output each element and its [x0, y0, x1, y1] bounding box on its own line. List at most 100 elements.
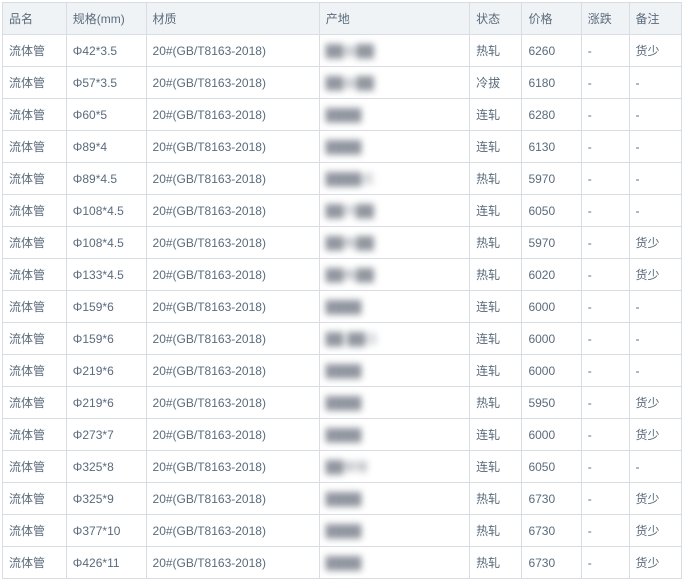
cell-name: 流体管: [3, 99, 67, 131]
cell-state: 连轧: [470, 323, 522, 355]
table-row: 流体管Φ108*4.520#(GB/T8163-2018)██冈██连轧6050…: [3, 195, 682, 227]
cell-origin: ████: [319, 291, 469, 323]
table-row: 流体管Φ89*4.520#(GB/T8163-2018)████式热轧5970-…: [3, 163, 682, 195]
cell-origin: ████: [319, 387, 469, 419]
cell-origin: ██金██: [319, 67, 469, 99]
cell-price: 6000: [522, 323, 581, 355]
cell-spec: Φ60*5: [66, 99, 146, 131]
cell-state: 热轧: [470, 163, 522, 195]
cell-state: 冷拔: [470, 67, 522, 99]
cell-remark: 货少: [629, 227, 681, 259]
cell-origin: ████: [319, 131, 469, 163]
cell-price: 6130: [522, 131, 581, 163]
cell-remark: -: [629, 195, 681, 227]
cell-material: 20#(GB/T8163-2018): [146, 131, 319, 163]
cell-state: 热轧: [470, 227, 522, 259]
cell-state: 连轧: [470, 451, 522, 483]
cell-state: 连轧: [470, 419, 522, 451]
cell-price: 5970: [522, 227, 581, 259]
cell-origin: ████: [319, 355, 469, 387]
col-header-material: 材质: [146, 3, 319, 35]
cell-spec: Φ325*9: [66, 483, 146, 515]
cell-origin: ██金██: [319, 35, 469, 67]
cell-spec: Φ426*11: [66, 547, 146, 579]
cell-name: 流体管: [3, 387, 67, 419]
cell-spec: Φ108*4.5: [66, 195, 146, 227]
table-row: 流体管Φ426*1120#(GB/T8163-2018)████热轧6730-货…: [3, 547, 682, 579]
cell-origin: ████: [319, 483, 469, 515]
cell-spec: Φ133*4.5: [66, 259, 146, 291]
cell-material: 20#(GB/T8163-2018): [146, 227, 319, 259]
cell-price: 6260: [522, 35, 581, 67]
cell-remark: -: [629, 291, 681, 323]
cell-remark: 货少: [629, 35, 681, 67]
cell-trend: -: [581, 323, 629, 355]
cell-trend: -: [581, 163, 629, 195]
cell-price: 6180: [522, 67, 581, 99]
cell-price: 6000: [522, 419, 581, 451]
cell-state: 连轧: [470, 195, 522, 227]
cell-material: 20#(GB/T8163-2018): [146, 547, 319, 579]
cell-state: 连轧: [470, 291, 522, 323]
cell-origin: ██钢管: [319, 451, 469, 483]
col-header-spec: 规格(mm): [66, 3, 146, 35]
cell-remark: 货少: [629, 387, 681, 419]
cell-material: 20#(GB/T8163-2018): [146, 419, 319, 451]
cell-remark: 货少: [629, 419, 681, 451]
cell-spec: Φ57*3.5: [66, 67, 146, 99]
cell-name: 流体管: [3, 483, 67, 515]
cell-spec: Φ325*8: [66, 451, 146, 483]
cell-name: 流体管: [3, 323, 67, 355]
cell-remark: 货少: [629, 547, 681, 579]
cell-material: 20#(GB/T8163-2018): [146, 323, 319, 355]
cell-origin: ██ ██日: [319, 323, 469, 355]
cell-name: 流体管: [3, 131, 67, 163]
cell-spec: Φ159*6: [66, 323, 146, 355]
cell-price: 6020: [522, 259, 581, 291]
cell-material: 20#(GB/T8163-2018): [146, 163, 319, 195]
cell-spec: Φ219*6: [66, 355, 146, 387]
table-row: 流体管Φ325*920#(GB/T8163-2018)████热轧6730-货少: [3, 483, 682, 515]
cell-name: 流体管: [3, 163, 67, 195]
col-header-origin: 产地: [319, 3, 469, 35]
cell-remark: -: [629, 131, 681, 163]
cell-trend: -: [581, 259, 629, 291]
cell-price: 6050: [522, 195, 581, 227]
cell-trend: -: [581, 483, 629, 515]
col-header-remark: 备注: [629, 3, 681, 35]
cell-state: 连轧: [470, 355, 522, 387]
cell-name: 流体管: [3, 195, 67, 227]
cell-price: 6730: [522, 483, 581, 515]
cell-trend: -: [581, 355, 629, 387]
cell-price: 6730: [522, 515, 581, 547]
cell-material: 20#(GB/T8163-2018): [146, 35, 319, 67]
cell-state: 热轧: [470, 547, 522, 579]
table-row: 流体管Φ89*420#(GB/T8163-2018)████连轧6130--: [3, 131, 682, 163]
cell-trend: -: [581, 291, 629, 323]
cell-remark: -: [629, 355, 681, 387]
table-row: 流体管Φ133*4.520#(GB/T8163-2018)██格██热轧6020…: [3, 259, 682, 291]
cell-state: 热轧: [470, 387, 522, 419]
cell-remark: -: [629, 323, 681, 355]
cell-trend: -: [581, 131, 629, 163]
cell-remark: 货少: [629, 259, 681, 291]
pipe-price-table: 品名 规格(mm) 材质 产地 状态 价格 涨跌 备注 流体管Φ42*3.520…: [2, 2, 682, 579]
col-header-name: 品名: [3, 3, 67, 35]
cell-material: 20#(GB/T8163-2018): [146, 451, 319, 483]
cell-spec: Φ42*3.5: [66, 35, 146, 67]
cell-material: 20#(GB/T8163-2018): [146, 195, 319, 227]
cell-trend: -: [581, 515, 629, 547]
cell-price: 6000: [522, 291, 581, 323]
cell-name: 流体管: [3, 35, 67, 67]
col-header-trend: 涨跌: [581, 3, 629, 35]
cell-price: 6050: [522, 451, 581, 483]
table-row: 流体管Φ108*4.520#(GB/T8163-2018)██格██热轧5970…: [3, 227, 682, 259]
col-header-state: 状态: [470, 3, 522, 35]
cell-price: 6730: [522, 547, 581, 579]
cell-remark: -: [629, 67, 681, 99]
cell-name: 流体管: [3, 227, 67, 259]
table-row: 流体管Φ57*3.520#(GB/T8163-2018)██金██冷拔6180-…: [3, 67, 682, 99]
cell-origin: ██冈██: [319, 195, 469, 227]
cell-origin: ████: [319, 515, 469, 547]
cell-material: 20#(GB/T8163-2018): [146, 291, 319, 323]
